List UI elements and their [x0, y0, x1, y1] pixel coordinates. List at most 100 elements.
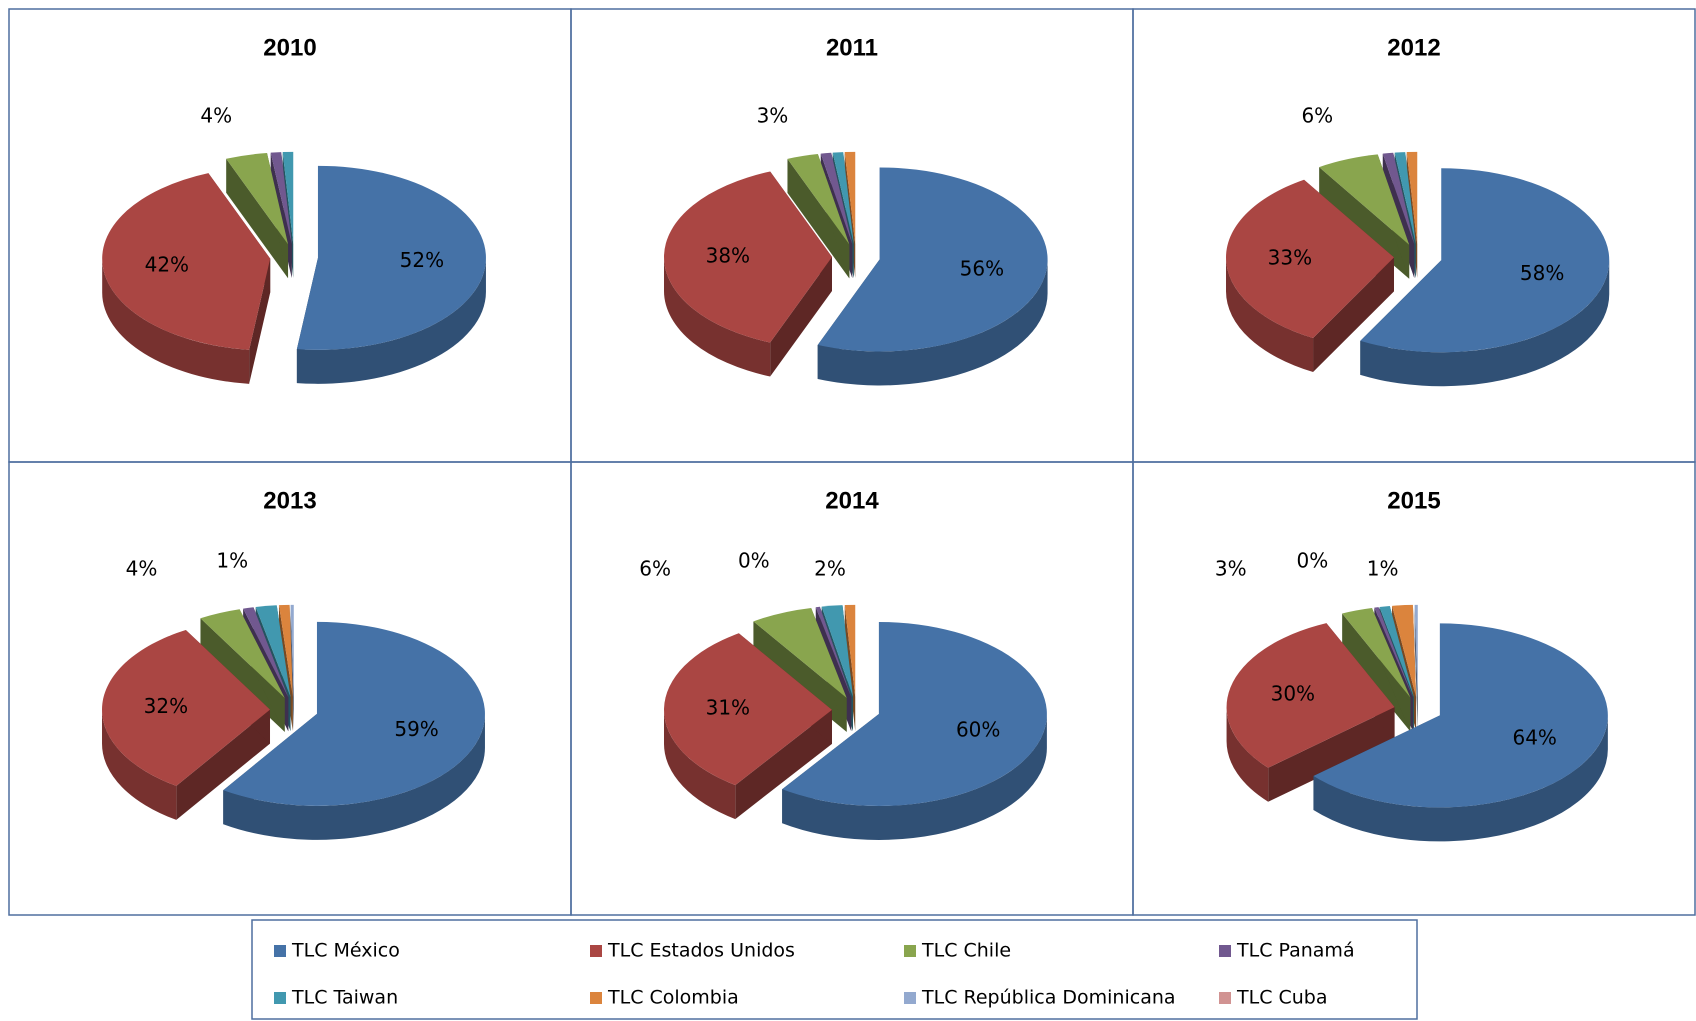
legend-label: TLC México [291, 940, 400, 962]
slice-side [296, 257, 486, 384]
pie-slice [1313, 623, 1608, 808]
pie-slice [1226, 179, 1395, 339]
pie-slice [1414, 604, 1418, 697]
pie-slice [290, 604, 294, 697]
data-label: 32% [144, 694, 188, 718]
slice-side [223, 713, 485, 840]
pie-slice [1394, 152, 1416, 244]
pie-slice [820, 152, 853, 245]
legend-swatch [274, 945, 286, 957]
slice-side [1360, 260, 1610, 387]
data-label: 52% [400, 248, 444, 272]
data-label: 4% [200, 104, 232, 128]
pie-slice [1319, 154, 1410, 245]
pie-slice [102, 629, 271, 786]
data-label: 38% [706, 244, 750, 268]
data-label: 1% [216, 549, 248, 573]
legend-label: TLC Chile [921, 940, 1011, 962]
pie-slice [255, 605, 291, 697]
slice-wall [1268, 707, 1395, 802]
legend-swatch [1219, 945, 1231, 957]
pie-slice [1382, 152, 1415, 245]
data-label: 6% [1301, 104, 1333, 128]
pie-slice [282, 151, 294, 244]
slice-wall [770, 257, 832, 377]
slice-wall [226, 158, 289, 279]
legend-label: TLC Estados Unidos [607, 940, 795, 962]
data-label: 31% [706, 696, 750, 720]
pie-slice [844, 151, 856, 244]
slice-wall [787, 158, 850, 279]
legend-swatch [904, 945, 916, 957]
pie-slice [1379, 606, 1414, 698]
slice-wall [1414, 604, 1418, 731]
data-label: 0% [1297, 549, 1329, 573]
data-label: 56% [960, 257, 1004, 281]
pie-slice [1406, 151, 1418, 244]
legend-label: TLC Colombia [607, 987, 739, 1009]
pie-slice [821, 605, 854, 697]
legend-label: TLC Panamá [1236, 940, 1355, 962]
slice-side [1226, 707, 1269, 802]
pie-slice [664, 633, 833, 786]
legend-swatch [904, 992, 916, 1004]
data-label: 6% [639, 557, 671, 581]
pie-slice [817, 167, 1048, 352]
legend-label: TLC Taiwan [291, 987, 398, 1009]
legend-swatch [1219, 992, 1231, 1004]
legend-swatch [274, 992, 286, 1004]
slice-side [664, 709, 736, 820]
slice-side [1313, 715, 1608, 842]
slice-wall [249, 258, 271, 384]
pie-slice [664, 171, 832, 343]
slice-wall [176, 709, 271, 820]
pie-slice [1374, 607, 1413, 698]
data-label: 59% [394, 717, 438, 741]
data-label: 42% [145, 252, 189, 276]
slice-side [817, 259, 1048, 386]
pie-slice [787, 154, 850, 245]
pie-slice [1226, 623, 1395, 768]
data-label: 58% [1520, 261, 1564, 285]
slice-side [102, 258, 250, 384]
data-label: 3% [1215, 557, 1247, 581]
slice-wall [200, 618, 285, 732]
pie-slice [278, 604, 293, 697]
slice-side [782, 713, 1047, 840]
pie-slice [270, 152, 292, 244]
chart-title: 2014 [825, 487, 879, 514]
slice-side [664, 257, 771, 377]
chart-title: 2013 [263, 487, 316, 514]
slice-wall [1313, 257, 1395, 373]
data-label: 1% [1367, 557, 1399, 581]
pie-slice [753, 607, 847, 698]
pie-slice [200, 609, 285, 698]
slice-wall [735, 709, 833, 820]
pie-slice [226, 152, 289, 245]
data-label: 4% [126, 557, 158, 581]
pie-slice [815, 606, 852, 698]
pie-slice [1392, 604, 1417, 697]
pie-slice [1342, 607, 1411, 698]
chart-title: 2011 [826, 34, 878, 61]
slice-wall [1342, 613, 1411, 732]
legend-label: TLC República Dominicana [921, 987, 1176, 1009]
data-label: 0% [738, 549, 770, 573]
pie-slice [832, 152, 854, 244]
chart-title: 2012 [1387, 34, 1440, 61]
pie-slice [243, 607, 289, 698]
slice-side [102, 709, 177, 820]
data-label: 60% [956, 718, 1000, 742]
panel-border [1132, 461, 1696, 916]
data-label: 30% [1271, 681, 1315, 705]
chart-title: 2010 [263, 34, 316, 61]
slice-wall [290, 604, 294, 731]
chart-title: 2015 [1387, 487, 1440, 514]
slice-wall [1319, 167, 1410, 279]
pie-slice [102, 173, 271, 350]
slice-side [1226, 257, 1314, 373]
pie-slice [1360, 168, 1610, 353]
pie-slice [782, 621, 1047, 806]
